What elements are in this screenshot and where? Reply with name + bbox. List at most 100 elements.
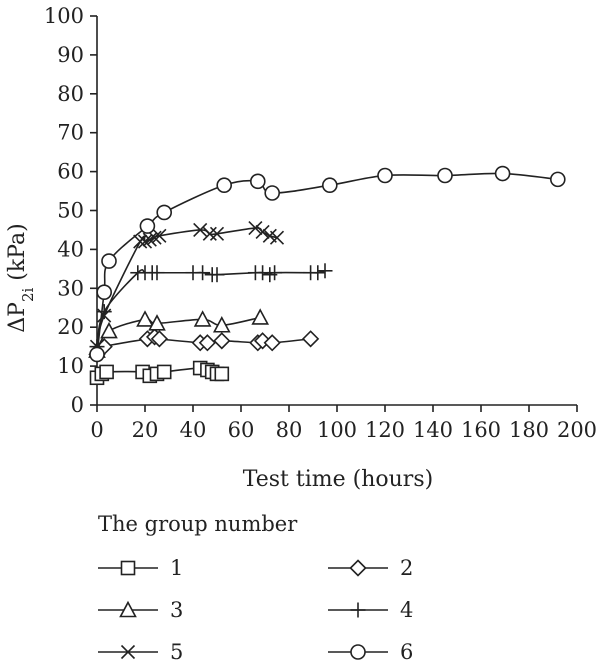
x-ticks: 0 20 40 60 80 100 120 140 160 180 200 bbox=[90, 405, 597, 442]
data-point bbox=[139, 218, 156, 234]
legend-marker bbox=[120, 644, 136, 660]
data-point bbox=[136, 310, 154, 327]
legend-label: 4 bbox=[400, 598, 413, 622]
series-2 bbox=[88, 328, 320, 364]
legend-marker bbox=[120, 560, 136, 576]
series-layer bbox=[88, 165, 566, 386]
y-tick-label: 70 bbox=[57, 121, 84, 145]
y-tick-label: 10 bbox=[57, 354, 84, 378]
data-point bbox=[99, 364, 114, 380]
data-point bbox=[437, 167, 453, 184]
data-point bbox=[100, 321, 118, 339]
x-tick-label: 100 bbox=[317, 418, 357, 442]
data-point bbox=[152, 228, 167, 243]
data-point bbox=[156, 204, 172, 221]
x-tick-label: 80 bbox=[276, 418, 303, 442]
data-point bbox=[263, 334, 281, 352]
data-point bbox=[209, 267, 225, 283]
data-point bbox=[321, 177, 338, 194]
data-point bbox=[549, 171, 566, 188]
y-tick-label: 0 bbox=[71, 393, 84, 417]
data-point bbox=[195, 265, 211, 281]
x-tick-label: 40 bbox=[180, 418, 207, 442]
data-point bbox=[150, 330, 169, 348]
legend: The group number 1 2 3 4 5 6 bbox=[98, 512, 413, 664]
x-tick-label: 200 bbox=[557, 418, 597, 442]
series-4-line bbox=[96, 269, 326, 347]
legend-label: 2 bbox=[400, 556, 413, 580]
series-6 bbox=[89, 165, 566, 363]
legend-item-1: 1 bbox=[98, 556, 183, 580]
x-tick-label: 160 bbox=[461, 418, 501, 442]
legend-label: 5 bbox=[170, 640, 183, 664]
x-tick-label: 180 bbox=[509, 418, 549, 442]
legend-marker bbox=[119, 600, 137, 618]
y-tick-label: 30 bbox=[57, 276, 84, 300]
data-point bbox=[214, 366, 230, 382]
legend-marker bbox=[349, 559, 367, 577]
series-3 bbox=[88, 308, 270, 358]
legend-item-2: 2 bbox=[328, 556, 413, 580]
data-point bbox=[213, 332, 231, 350]
data-point bbox=[97, 308, 112, 323]
data-point bbox=[377, 167, 393, 184]
y-tick-label: 100 bbox=[44, 4, 84, 28]
y-tick-label: 40 bbox=[57, 237, 84, 261]
y-axis-title-main: ΔP bbox=[5, 302, 30, 333]
data-point bbox=[202, 226, 217, 241]
series-3-line bbox=[96, 316, 261, 351]
legend-label: 3 bbox=[170, 598, 183, 622]
series-1 bbox=[89, 360, 230, 386]
y-tick-label: 60 bbox=[57, 160, 84, 184]
data-point bbox=[301, 330, 320, 348]
y-axis-title-unit: (kPa) bbox=[5, 223, 30, 287]
data-point bbox=[156, 364, 172, 380]
data-point bbox=[248, 220, 263, 236]
x-tick-label: 0 bbox=[90, 418, 103, 442]
legend-title: The group number bbox=[98, 512, 298, 536]
data-point bbox=[101, 253, 117, 269]
y-tick-label: 20 bbox=[57, 315, 84, 339]
data-point bbox=[212, 316, 231, 333]
x-tick-label: 20 bbox=[132, 418, 159, 442]
data-point bbox=[142, 232, 157, 247]
data-point bbox=[269, 230, 285, 245]
data-point bbox=[310, 265, 326, 281]
x-tick-label: 140 bbox=[413, 418, 453, 442]
data-point bbox=[317, 263, 333, 279]
legend-label: 6 bbox=[400, 640, 413, 664]
y-ticks: 0 10 20 30 40 50 60 70 80 90 100 bbox=[44, 4, 97, 417]
data-point bbox=[255, 224, 270, 239]
legend-item-4: 4 bbox=[328, 598, 413, 622]
data-point bbox=[264, 185, 281, 201]
data-point bbox=[89, 346, 105, 363]
legend-item-5: 5 bbox=[98, 640, 183, 664]
y-axis-title-sub: 2i bbox=[19, 287, 37, 302]
y-axis-title: ΔP2i (kPa) bbox=[5, 223, 37, 332]
data-point bbox=[147, 230, 162, 245]
data-point bbox=[193, 222, 208, 238]
data-point bbox=[149, 265, 165, 281]
series-5 bbox=[89, 220, 285, 354]
legend-marker bbox=[350, 602, 366, 618]
series-6-line bbox=[96, 172, 558, 355]
legend-item-3: 3 bbox=[98, 598, 183, 622]
data-point bbox=[198, 334, 217, 352]
data-point bbox=[267, 265, 283, 281]
y-tick-label: 80 bbox=[57, 82, 84, 106]
data-point bbox=[193, 310, 212, 327]
x-axis-title: Test time (hours) bbox=[243, 467, 433, 492]
legend-item-6: 6 bbox=[328, 640, 413, 664]
data-point bbox=[249, 173, 266, 190]
data-point bbox=[148, 314, 166, 331]
axes: 0 10 20 30 40 50 60 70 80 90 100 0 20 40 60 80 100 120 14… bbox=[44, 4, 597, 442]
data-point bbox=[209, 226, 225, 241]
data-point bbox=[96, 284, 112, 300]
y-tick-label: 90 bbox=[57, 43, 84, 67]
legend-items: 1 2 3 4 5 6 bbox=[98, 556, 413, 664]
legend-label: 1 bbox=[170, 556, 183, 580]
x-tick-label: 120 bbox=[365, 418, 405, 442]
data-point bbox=[251, 308, 270, 325]
data-point bbox=[216, 177, 232, 194]
